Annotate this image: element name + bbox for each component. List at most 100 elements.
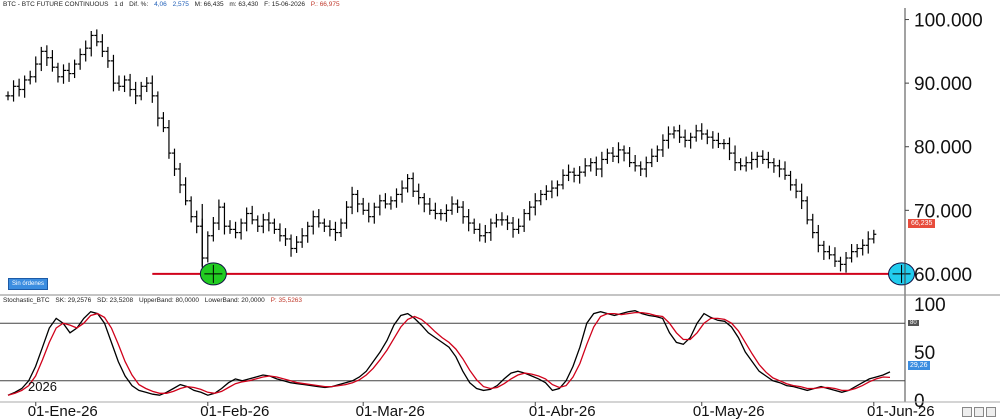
price-bar [432, 202, 438, 220]
price-bar [554, 180, 560, 197]
price-bar [338, 218, 344, 238]
price-bar [438, 209, 444, 221]
zoom-icon[interactable] [974, 407, 984, 417]
price-bar [738, 158, 744, 171]
price-bar [571, 167, 577, 183]
price-bar [693, 124, 699, 142]
price-bar [815, 224, 821, 253]
price-tick-label: 90.000 [914, 74, 972, 95]
price-bar [149, 75, 155, 103]
date-tick-label: 01-Mar-26 [356, 403, 425, 420]
price-tick-label: 100.000 [914, 11, 983, 32]
price-bar [355, 189, 361, 213]
date-tick-label: 01-Jun-26 [867, 403, 935, 420]
price-bar [682, 129, 688, 148]
price-bar [660, 134, 666, 157]
price-bar [366, 202, 372, 223]
scroll-icon[interactable] [962, 407, 972, 417]
osc-name: Stochastic_BTC [3, 297, 50, 304]
price-bar [327, 220, 333, 237]
price-bar [388, 196, 394, 210]
price-tick-label: 60.000 [914, 265, 972, 286]
price-bar [271, 218, 277, 234]
date-value: F: 15-06-2026 [264, 1, 305, 8]
osc-band-tag: 80 [908, 320, 919, 326]
price-bar [715, 132, 721, 149]
price-bar [638, 161, 644, 176]
price-tick-label: 80.000 [914, 138, 972, 159]
price-value: P.: 66,975 [310, 1, 340, 8]
price-bar [283, 228, 288, 246]
price-bar [649, 148, 655, 168]
price-bar [493, 213, 499, 228]
price-bar [316, 209, 322, 228]
price-bar [22, 75, 28, 98]
price-bar [294, 236, 300, 253]
price-bar [760, 150, 766, 164]
marker-ellipse[interactable] [888, 262, 916, 286]
price-bar [210, 217, 216, 242]
price-bar [754, 151, 760, 168]
price-bar [826, 245, 832, 260]
price-bar [782, 161, 788, 180]
price-bar [543, 185, 549, 201]
price-bar [560, 169, 566, 190]
price-bar [421, 193, 427, 213]
price-bar [205, 231, 211, 263]
fit-icon[interactable] [986, 407, 996, 417]
price-bar [288, 234, 294, 257]
orders-badge[interactable]: Sin órdenes [8, 278, 48, 290]
dif-label: Dif. %: [129, 1, 149, 8]
osc-tick-label: 100 [914, 295, 946, 316]
price-bar [122, 75, 128, 93]
price-bar [749, 151, 755, 170]
dif2-value: 2,575 [172, 1, 189, 8]
price-bar [371, 202, 377, 224]
price-bar [743, 156, 749, 172]
price-bar [699, 123, 705, 140]
osc-p: P: 35,5263 [270, 297, 303, 304]
price-bar [482, 224, 488, 243]
interval-label: 1 d [114, 1, 124, 8]
dif-value: 4,06 [154, 1, 167, 8]
price-bar [55, 62, 61, 83]
marker-ellipse[interactable] [199, 262, 227, 286]
price-bar [344, 201, 350, 229]
sk-series-line [7, 310, 891, 396]
price-bar [38, 46, 44, 72]
price-bar [510, 217, 516, 238]
price-bar [332, 221, 338, 241]
year-label: 2026 [28, 379, 57, 394]
price-bar [160, 112, 166, 133]
price-bar [727, 137, 732, 161]
price-bar [449, 196, 455, 215]
price-bar [765, 151, 771, 169]
price-bar [799, 183, 805, 210]
price-bar [260, 213, 266, 234]
price-bar [144, 77, 150, 93]
price-bar [865, 231, 871, 254]
price-bar [177, 162, 183, 194]
price-bar [616, 142, 621, 164]
price-bar [99, 34, 105, 58]
price-bar [793, 178, 799, 199]
price-bar [77, 48, 83, 70]
price-bar [593, 156, 599, 176]
price-bar [166, 120, 172, 159]
price-bar [5, 91, 11, 101]
price-bar [776, 159, 782, 178]
price-bar [704, 129, 710, 145]
price-bar [665, 126, 671, 149]
price-bar [477, 223, 483, 242]
min-value: m: 63,430 [229, 1, 259, 8]
window-controls [962, 407, 996, 417]
price-bar [599, 151, 605, 178]
main-chart-header: BTC - BTC FUTURE CONTINUOUS 1 d Dif. %: … [3, 1, 344, 8]
price-bar [849, 244, 855, 263]
price-bar [266, 212, 272, 232]
price-bar [460, 201, 466, 224]
price-bar [88, 30, 94, 57]
price-bar [360, 197, 366, 215]
price-bar [305, 221, 311, 243]
